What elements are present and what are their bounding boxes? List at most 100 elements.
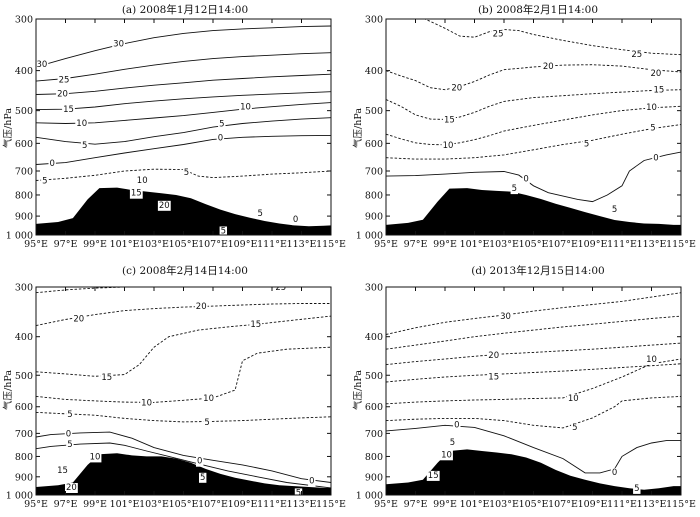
- panel-d-contour-label-bg-5: [571, 423, 579, 434]
- panel-b-xtick-label-1: 97°E: [404, 239, 428, 250]
- panel-c-xtick-label-5: 105°E: [169, 499, 199, 510]
- panel-d-contour-label-bg-1: [487, 351, 501, 362]
- panel-a-contour-label-bg-7: [80, 140, 89, 151]
- panel-d-contour-label-bg-8: [440, 450, 453, 461]
- panel-b-ytick-label-7: 1 000: [356, 231, 383, 242]
- panel-b-contour-label-5: 15: [444, 115, 455, 125]
- panel-a-contour-label-6: 10: [76, 119, 87, 129]
- panel-c-contour-label-bg-15: [308, 476, 316, 487]
- panel-c-contour-label-bg-9: [64, 429, 73, 440]
- panel-a-xtick-label-0: 95°E: [24, 239, 48, 250]
- panel-b-title: (b) 2008年2月1日14:00: [478, 3, 598, 16]
- panel-a-contour-label-13: 10: [137, 176, 148, 186]
- panel-c-contour-label-14: 0: [197, 457, 202, 467]
- panel-a-contour-label-5: 10: [240, 103, 251, 113]
- panel-a-contour-label-bg-17: [291, 215, 300, 226]
- panel-b-contour-label-bg-9: [582, 139, 591, 150]
- panel-c-contour-label-0: 25: [275, 283, 286, 293]
- panel-d-contour-label-5: 5: [572, 423, 577, 433]
- panel-c-contour-label-bg-17: [294, 488, 303, 495]
- panel-a-xtick-label-10: 115°E: [316, 239, 346, 250]
- panel-a-contour-label-9: 0: [218, 133, 223, 143]
- panel-d-xtick-label-6: 107°E: [548, 499, 578, 510]
- panel-a-contour-label-bg-3: [56, 89, 69, 100]
- panel-b-xtick-label-2: 99°E: [433, 239, 457, 250]
- panel-b-ytick-label-6: 900: [365, 212, 383, 223]
- panel-a-contour-1: [36, 52, 331, 82]
- panel-b-contour-label-bg-14: [610, 205, 619, 215]
- panel-a-xtick-label-2: 99°E: [83, 239, 107, 250]
- panel-c-ytick-label-1: 400: [15, 332, 33, 343]
- panel-b-contour-label-bg-11: [652, 153, 660, 164]
- panel-c-contour-label-11: 10: [90, 452, 101, 462]
- panel-b-terrain: [386, 188, 681, 235]
- panel-c-xtick-label-9: 113°E: [287, 499, 317, 510]
- panel-c-contour-label-bg-16: [198, 472, 207, 483]
- panel-c-contour-label-bg-14: [195, 456, 204, 467]
- panel-c-contour-label-13: 20: [66, 483, 77, 493]
- panel-c-ytick-label-7: 1 000: [6, 491, 33, 502]
- panel-c-ytick-label-6: 900: [15, 472, 33, 483]
- panel-c-contour-6: [36, 442, 331, 489]
- panel-a-contour-label-0: 30: [36, 60, 47, 70]
- panel-b-ytick-label-0: 300: [365, 15, 383, 26]
- panel-b-contour-1: [386, 64, 681, 91]
- panel-a-contour-6: [36, 134, 331, 165]
- panel-b-ytick-label-4: 700: [365, 167, 383, 178]
- panel-b: (b) 2008年2月1日14:00 气压/hPa 25 25 20 20 20 15 15…: [352, 3, 696, 250]
- panel-c-contour-label-5: 10: [141, 398, 152, 408]
- panel-b-contour-label-11: 0: [653, 154, 658, 164]
- panel-a-xtick-label-8: 111°E: [257, 239, 287, 250]
- panel-c-terrain: [36, 453, 331, 495]
- panel-c-contour-label-bg-5: [140, 398, 154, 409]
- panel-c-contour-label-9: 0: [66, 429, 71, 439]
- panel-b-contour-label-4: 20: [650, 69, 661, 79]
- panel-a-terrain: [36, 187, 331, 235]
- panel-a-contour-3: [36, 91, 331, 111]
- panel-b-ytick-label-1: 400: [365, 66, 383, 77]
- panel-a-contour-label-bg-10: [48, 159, 56, 170]
- panel-c-xtick-label-4: 103°E: [139, 499, 169, 510]
- panel-c-contour-label-bg-13: [64, 483, 78, 493]
- panel-c-contour-label-16: 5: [200, 473, 205, 483]
- panel-b-contour-5: [386, 151, 681, 203]
- panel-d-terrain: [386, 449, 681, 495]
- panel-a-contour-label-bg-18: [219, 226, 228, 235]
- panel-c-contour-label-bg-7: [66, 409, 74, 420]
- panel-d-ytick-label-6: 900: [365, 472, 383, 483]
- panel-b-xtick-label-9: 113°E: [637, 239, 667, 250]
- panel-d-contour-label-9: 15: [428, 471, 439, 481]
- panel-a-contour-label-bg-13: [135, 175, 149, 186]
- panel-b-contour-label-bg-10: [649, 123, 657, 134]
- panel-a-ytick-label-6: 900: [15, 212, 33, 223]
- panel-a-contour-label-bg-9: [216, 133, 225, 144]
- panel-c-ytick-label-2: 500: [15, 371, 33, 382]
- panel-b-contour-label-10: 5: [650, 124, 655, 134]
- panel-a-contour-label-bg-8: [218, 119, 226, 130]
- panel-b-contour-label-bg-12: [522, 174, 530, 185]
- panel-d-contour-label-bg-6: [453, 420, 461, 431]
- panel-d-contour-label-7: 5: [450, 438, 455, 448]
- panel-d-contour-label-bg-10: [610, 467, 619, 478]
- panel-c-contour-label-bg-8: [203, 417, 211, 428]
- panel-d-contour-0: [386, 292, 681, 335]
- panel-c-contour-label-bg-11: [88, 452, 102, 463]
- panel-a-contour-label-7: 5: [82, 141, 87, 151]
- panel-b-contour-2: [386, 89, 681, 120]
- panel-c-xtick-label-0: 95°E: [24, 499, 48, 510]
- panel-a-contour-label-bg-2: [57, 75, 71, 86]
- panel-d-xtick-label-9: 113°E: [637, 499, 667, 510]
- panel-a-ytick-label-1: 400: [15, 66, 33, 77]
- panel-b-contour-label-7: 10: [443, 141, 454, 151]
- panel-c-title: (c) 2008年2月14日14:00: [122, 264, 248, 277]
- panel-c-contour-label-bg-1: [72, 314, 86, 325]
- panel-a-xtick-label-5: 105°E: [169, 239, 199, 250]
- panel-d-contour-3: [386, 363, 681, 383]
- panel-b-contour-label-bg-7: [441, 140, 455, 151]
- panel-b-contour-label-1: 25: [631, 50, 642, 60]
- panel-d-ytick-label-4: 700: [365, 429, 383, 440]
